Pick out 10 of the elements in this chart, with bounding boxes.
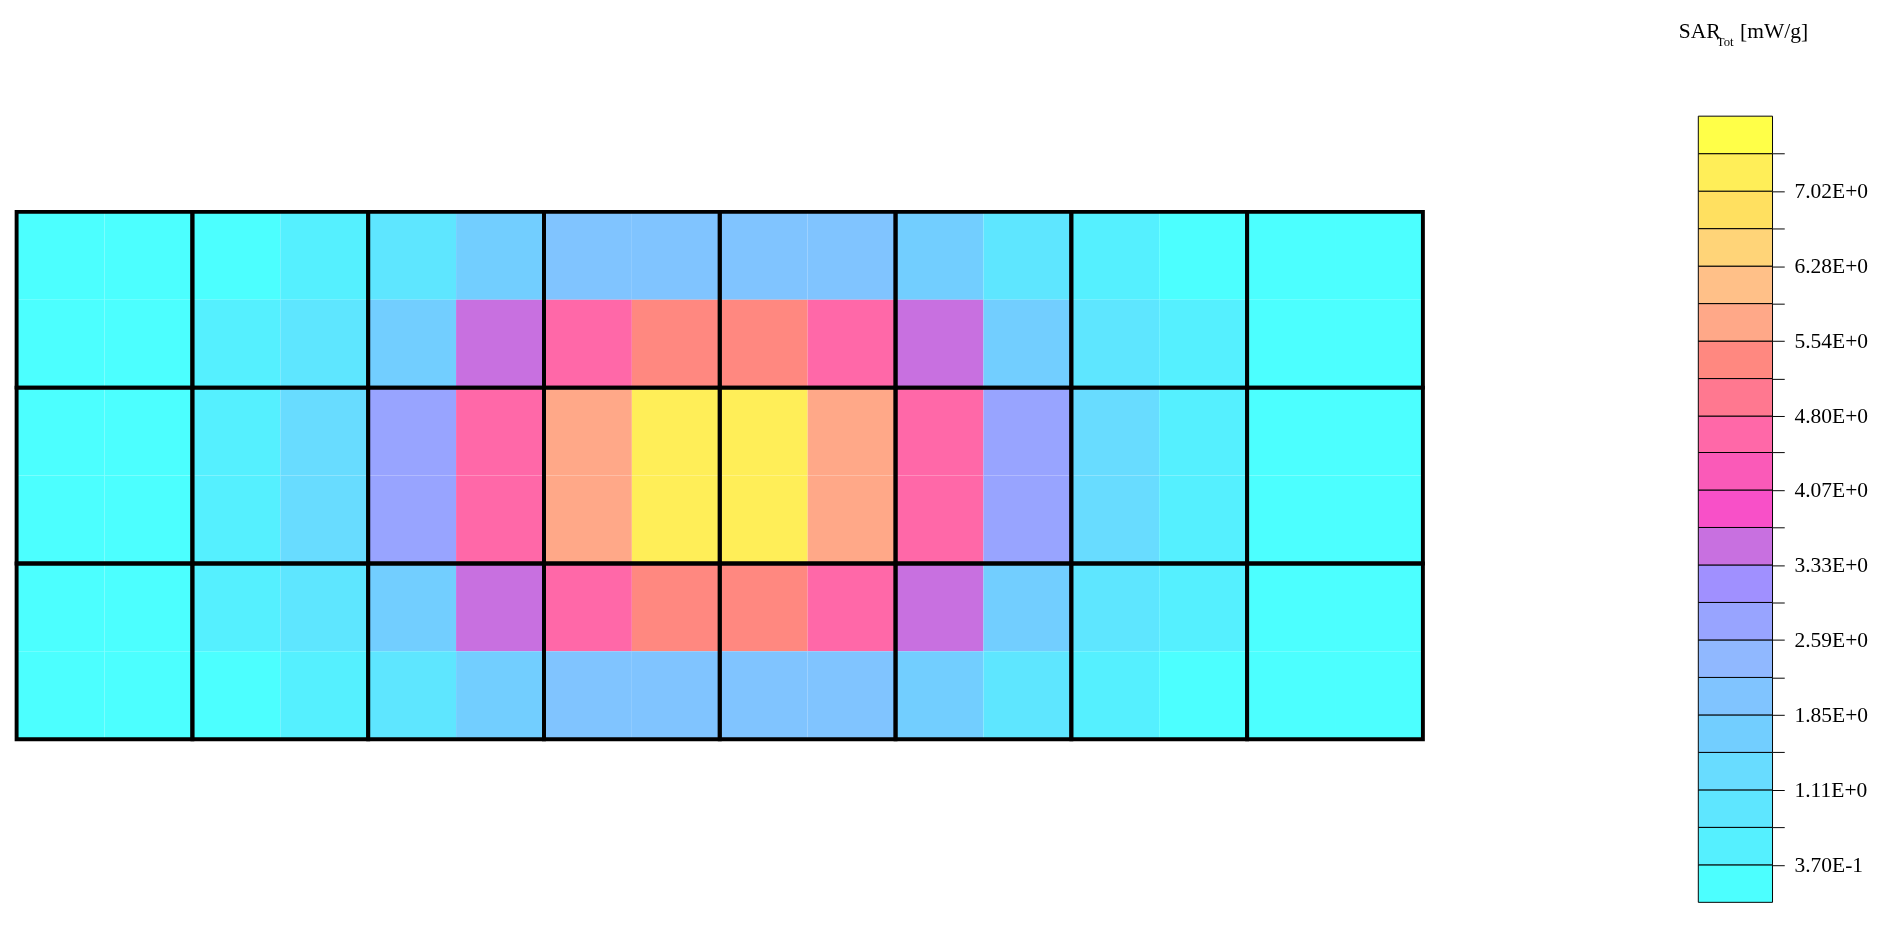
color-bar-label: 1.11E+0 xyxy=(1794,778,1868,803)
color-bar-label: 4.07E+0 xyxy=(1794,478,1869,503)
color-bar-label: 7.02E+0 xyxy=(1794,179,1869,204)
color-bar-label: 5.54E+0 xyxy=(1794,329,1869,354)
color-bar-label: 1.85E+0 xyxy=(1794,703,1869,728)
color-bar-label: 3.70E-1 xyxy=(1794,853,1864,878)
color-bar-label: 3.33E+0 xyxy=(1794,553,1869,578)
color-bar-label: 2.59E+0 xyxy=(1794,628,1869,653)
color-bar-label: 6.28E+0 xyxy=(1794,254,1869,279)
color-bar-label: 4.80E+0 xyxy=(1794,404,1869,429)
